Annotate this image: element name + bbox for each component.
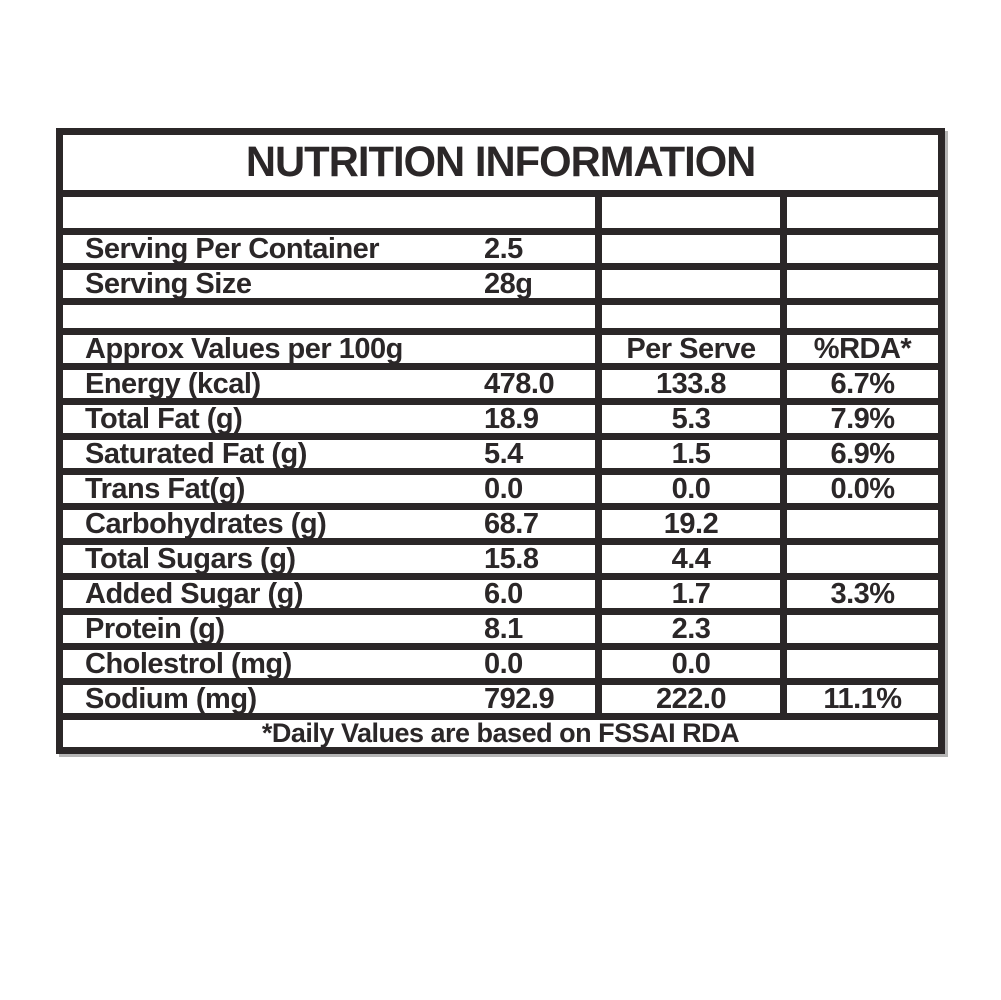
serving-per-container-value: 2.5 xyxy=(484,232,523,265)
per-100g-value: 0.0 xyxy=(484,647,523,680)
table-row-cholestrol: Cholestrol (mg) 0.0 0.0 xyxy=(63,643,938,678)
serving-size-value: 28g xyxy=(484,267,533,300)
nutrient-label: Saturated Fat (g) xyxy=(85,437,307,470)
per-100g-value: 792.9 xyxy=(484,682,555,715)
serving-per-container-row: Serving Per Container 2.5 xyxy=(63,228,938,263)
per-serve-value: 1.7 xyxy=(671,577,711,610)
empty-cell xyxy=(595,270,787,298)
per-100g-value: 68.7 xyxy=(484,507,539,540)
table-row-total-sugars: Total Sugars (g) 15.8 4.4 xyxy=(63,538,938,573)
per-100g-value: 5.4 xyxy=(484,437,523,470)
per-serve-value: 5.3 xyxy=(671,402,711,435)
table-row-protein: Protein (g) 8.1 2.3 xyxy=(63,608,938,643)
table-row-saturated-fat: Saturated Fat (g) 5.4 1.5 6.9% xyxy=(63,433,938,468)
empty-cell xyxy=(787,235,938,263)
column-header-per-serve: Per Serve xyxy=(626,332,756,365)
column-header-row: Approx Values per 100g Per Serve %RDA* xyxy=(63,328,938,363)
nutrition-table: NUTRITION INFORMATION Serving Per Contai… xyxy=(56,128,945,754)
spacer-cell xyxy=(787,197,938,228)
table-row-added-sugar: Added Sugar (g) 6.0 1.7 3.3% xyxy=(63,573,938,608)
rda-value: 0.0% xyxy=(830,472,895,505)
nutrient-label: Sodium (mg) xyxy=(85,682,257,715)
per-100g-value: 15.8 xyxy=(484,542,539,575)
spacer-cell xyxy=(595,305,787,328)
spacer-cell xyxy=(595,197,787,228)
column-header-rda: %RDA* xyxy=(813,332,912,365)
spacer-row-mid xyxy=(63,298,938,328)
serving-size-row: Serving Size 28g xyxy=(63,263,938,298)
per-100g-value: 6.0 xyxy=(484,577,523,610)
spacer-cell xyxy=(787,305,938,328)
nutrient-label: Carbohydrates (g) xyxy=(85,507,327,540)
nutrient-label: Cholestrol (mg) xyxy=(85,647,292,680)
spacer-row-top xyxy=(63,190,938,228)
empty-cell xyxy=(787,270,938,298)
per-serve-value: 2.3 xyxy=(671,612,711,645)
footnote: *Daily Values are based on FSSAI RDA xyxy=(261,718,740,748)
nutrient-label: Total Sugars (g) xyxy=(85,542,296,575)
serving-size-label: Serving Size xyxy=(85,267,252,300)
table-row-carbohydrates: Carbohydrates (g) 68.7 19.2 xyxy=(63,503,938,538)
rda-value: 7.9% xyxy=(830,402,895,435)
per-serve-value: 0.0 xyxy=(671,472,711,505)
nutrient-label: Total Fat (g) xyxy=(85,402,243,435)
per-serve-value: 4.4 xyxy=(671,542,711,575)
table-row-total-fat: Total Fat (g) 18.9 5.3 7.9% xyxy=(63,398,938,433)
table-row-trans-fat: Trans Fat(g) 0.0 0.0 0.0% xyxy=(63,468,938,503)
per-serve-value: 222.0 xyxy=(655,682,727,715)
spacer-cell xyxy=(63,305,595,328)
per-100g-value: 18.9 xyxy=(484,402,539,435)
spacer-cell xyxy=(63,197,595,228)
title-row: NUTRITION INFORMATION xyxy=(63,135,938,190)
table-row-sodium: Sodium (mg) 792.9 222.0 11.1% xyxy=(63,678,938,713)
nutrient-label: Trans Fat(g) xyxy=(85,472,245,505)
per-100g-value: 8.1 xyxy=(484,612,523,645)
page-title: NUTRITION INFORMATION xyxy=(245,138,756,186)
per-serve-value: 133.8 xyxy=(655,367,727,400)
nutrient-label: Protein (g) xyxy=(85,612,225,645)
footer-row: *Daily Values are based on FSSAI RDA xyxy=(63,713,938,748)
per-serve-value: 1.5 xyxy=(671,437,711,470)
rda-value: 3.3% xyxy=(830,577,895,610)
per-serve-value: 0.0 xyxy=(671,647,711,680)
rda-value: 6.7% xyxy=(830,367,895,400)
rda-value: 11.1% xyxy=(823,682,902,715)
nutrient-label: Energy (kcal) xyxy=(85,367,261,400)
per-100g-value: 0.0 xyxy=(484,472,523,505)
serving-per-container-label: Serving Per Container xyxy=(85,232,380,265)
per-100g-value: 478.0 xyxy=(484,367,555,400)
per-serve-value: 19.2 xyxy=(663,507,719,540)
table-row-energy: Energy (kcal) 478.0 133.8 6.7% xyxy=(63,363,938,398)
rda-value: 6.9% xyxy=(830,437,895,470)
nutrient-label: Added Sugar (g) xyxy=(85,577,304,610)
column-header-per-100g: Approx Values per 100g xyxy=(85,332,403,365)
empty-cell xyxy=(595,235,787,263)
